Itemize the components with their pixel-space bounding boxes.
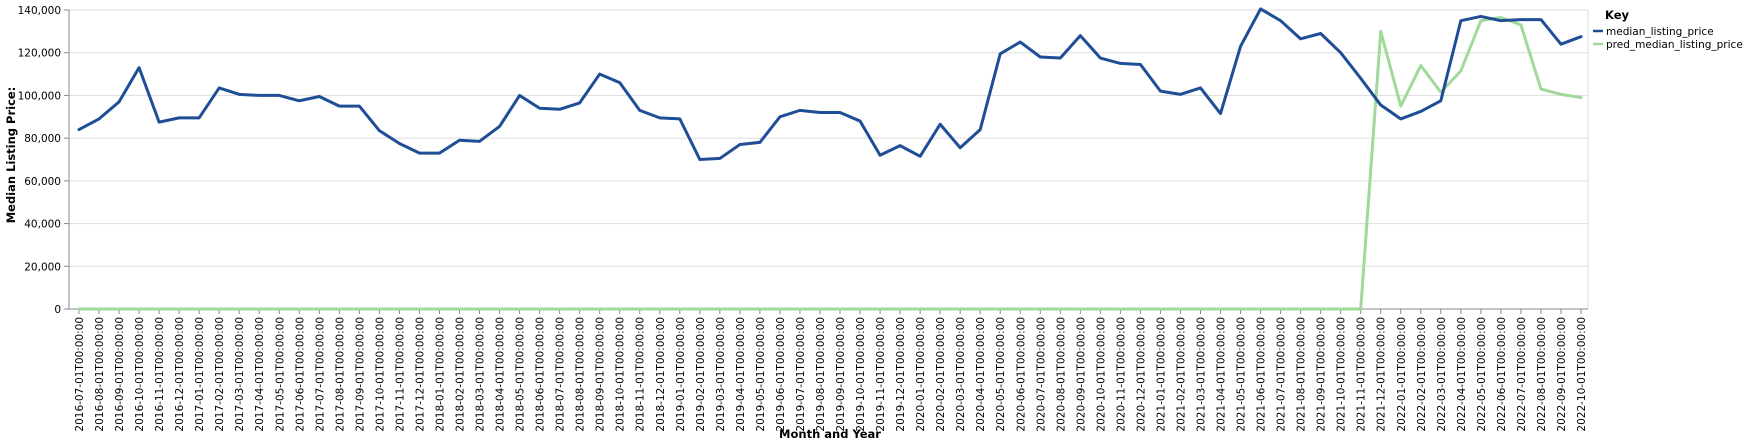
x-tick-label: 2018-01-01T00:00:00 (434, 317, 446, 432)
x-tick-label: 2021-09-01T00:00:00 (1316, 317, 1328, 432)
x-tick-label: 2017-01-01T00:00:00 (194, 317, 206, 432)
x-tick-label: 2018-07-01T00:00:00 (555, 317, 567, 432)
x-tick-label: 2019-07-01T00:00:00 (795, 317, 807, 432)
x-tick-label: 2022-02-01T00:00:00 (1416, 317, 1428, 432)
y-tick-label: 100,000 (18, 90, 61, 102)
x-tick-label: 2020-09-01T00:00:00 (1075, 317, 1087, 432)
x-tick-label: 2022-06-01T00:00:00 (1496, 317, 1508, 432)
x-tick-label: 2017-07-01T00:00:00 (314, 317, 326, 432)
legend-label: median_listing_price (1606, 26, 1714, 38)
x-tick-label: 2019-01-01T00:00:00 (675, 317, 687, 432)
x-tick-label: 2020-04-01T00:00:00 (975, 317, 987, 432)
x-tick-label: 2022-10-01T00:00:00 (1576, 317, 1588, 432)
series-line-pred-median-listing-price (77, 15, 1583, 311)
x-tick-label: 2019-10-01T00:00:00 (855, 317, 867, 432)
x-tick-label: 2019-03-01T00:00:00 (715, 317, 727, 432)
x-tick-label: 2022-03-01T00:00:00 (1436, 317, 1448, 432)
x-tick-label: 2016-09-01T00:00:00 (114, 317, 126, 432)
x-tick-label: 2019-11-01T00:00:00 (875, 317, 887, 432)
x-tick-label: 2021-03-01T00:00:00 (1195, 317, 1207, 432)
x-tick-label: 2021-01-01T00:00:00 (1155, 317, 1167, 432)
x-tick-label: 2018-09-01T00:00:00 (595, 317, 607, 432)
x-tick-label: 2021-11-01T00:00:00 (1356, 317, 1368, 432)
x-tick-label: 2020-08-01T00:00:00 (1055, 317, 1067, 432)
x-tick-label: 2017-11-01T00:00:00 (394, 317, 406, 432)
y-axis: 0 20,000 40,000 60,000 80,000 100,000 120,000 1… (18, 5, 70, 316)
x-tick-label: 2022-01-01T00:00:00 (1396, 317, 1408, 432)
x-tick-label: 2019-04-01T00:00:00 (735, 317, 747, 432)
x-tick-label: 2020-01-01T00:00:00 (915, 317, 927, 432)
x-tick-label: 2021-12-01T00:00:00 (1376, 317, 1388, 432)
x-tick-label: 2017-02-01T00:00:00 (214, 317, 226, 432)
x-tick-label: 2017-05-01T00:00:00 (274, 317, 286, 432)
x-tick-label: 2020-02-01T00:00:00 (935, 317, 947, 432)
series-lines (77, 7, 1583, 311)
x-tick-label: 2019-06-01T00:00:00 (775, 317, 787, 432)
x-tick-label: 2018-06-01T00:00:00 (535, 317, 547, 432)
x-tick-label: 2017-04-01T00:00:00 (254, 317, 266, 432)
x-tick-label: 2019-02-01T00:00:00 (695, 317, 707, 432)
x-tick-label: 2020-07-01T00:00:00 (1035, 317, 1047, 432)
x-axis: 2016-07-01T00:00:00 2016-08-01T00:00:00 20… (69, 308, 1588, 432)
x-tick-label: 2020-10-01T00:00:00 (1095, 317, 1107, 432)
x-tick-label: 2016-11-01T00:00:00 (154, 317, 166, 432)
x-tick-label: 2020-11-01T00:00:00 (1115, 317, 1127, 432)
x-tick-label: 2019-09-01T00:00:00 (835, 317, 847, 432)
x-tick-label: 2022-05-01T00:00:00 (1476, 317, 1488, 432)
series-line-median-listing-price (77, 7, 1583, 161)
x-tick-label: 2016-07-01T00:00:00 (74, 317, 86, 432)
x-tick-label: 2020-05-01T00:00:00 (995, 317, 1007, 432)
x-tick-label: 2018-05-01T00:00:00 (515, 317, 527, 432)
y-gridlines (69, 9, 1588, 310)
x-tick-label: 2021-02-01T00:00:00 (1175, 317, 1187, 432)
x-tick-label: 2018-02-01T00:00:00 (455, 317, 467, 432)
x-axis-title: Month and Year (779, 427, 881, 441)
x-tick-label: 2021-10-01T00:00:00 (1336, 317, 1348, 432)
y-tick-label: 80,000 (24, 133, 61, 145)
x-tick-label: 2017-08-01T00:00:00 (334, 317, 346, 432)
y-tick-label: 120,000 (18, 48, 61, 60)
x-tick-label: 2017-12-01T00:00:00 (414, 317, 426, 432)
x-tick-label: 2022-04-01T00:00:00 (1456, 317, 1468, 432)
x-tick-label: 2021-05-01T00:00:00 (1236, 317, 1248, 432)
y-tick-label: 20,000 (24, 261, 61, 273)
x-tick-label: 2018-12-01T00:00:00 (655, 317, 667, 432)
x-tick-label: 2017-03-01T00:00:00 (234, 317, 246, 432)
legend: Key median_listing_pricepred_median_list… (1593, 8, 1743, 51)
x-tick-label: 2022-07-01T00:00:00 (1516, 317, 1528, 432)
x-tick-label: 2018-03-01T00:00:00 (475, 317, 487, 432)
x-tick-label: 2019-08-01T00:00:00 (815, 317, 827, 432)
y-axis-title: Median Listing Price: (4, 87, 18, 224)
y-tick-label: 60,000 (24, 176, 61, 188)
y-tick-label: 0 (54, 304, 61, 316)
x-tick-label: 2022-09-01T00:00:00 (1556, 317, 1568, 432)
x-tick-label: 2021-08-01T00:00:00 (1296, 317, 1308, 432)
y-tick-label: 140,000 (18, 5, 61, 17)
x-tick-label: 2019-12-01T00:00:00 (895, 317, 907, 432)
x-tick-label: 2020-06-01T00:00:00 (1015, 317, 1027, 432)
x-tick-label: 2021-06-01T00:00:00 (1256, 317, 1268, 432)
x-tick-label: 2017-10-01T00:00:00 (374, 317, 386, 432)
x-tick-label: 2017-09-01T00:00:00 (354, 317, 366, 432)
x-tick-label: 2018-11-01T00:00:00 (635, 317, 647, 432)
x-tick-label: 2016-10-01T00:00:00 (134, 317, 146, 432)
x-tick-label: 2018-08-01T00:00:00 (575, 317, 587, 432)
x-tick-label: 2018-10-01T00:00:00 (615, 317, 627, 432)
x-tick-label: 2016-12-01T00:00:00 (174, 317, 186, 432)
x-tick-label: 2021-04-01T00:00:00 (1216, 317, 1228, 432)
x-tick-label: 2019-05-01T00:00:00 (755, 317, 767, 432)
legend-label: pred_median_listing_price (1606, 39, 1743, 51)
x-tick-label: 2021-07-01T00:00:00 (1276, 317, 1288, 432)
x-tick-label: 2022-08-01T00:00:00 (1536, 317, 1548, 432)
x-tick-label: 2017-06-01T00:00:00 (294, 317, 306, 432)
x-tick-label: 2018-04-01T00:00:00 (495, 317, 507, 432)
x-tick-label: 2016-08-01T00:00:00 (94, 317, 106, 432)
y-tick-label: 40,000 (24, 219, 61, 231)
legend-title: Key (1605, 8, 1630, 22)
x-tick-label: 2020-12-01T00:00:00 (1135, 317, 1147, 432)
x-tick-label: 2020-03-01T00:00:00 (955, 317, 967, 432)
